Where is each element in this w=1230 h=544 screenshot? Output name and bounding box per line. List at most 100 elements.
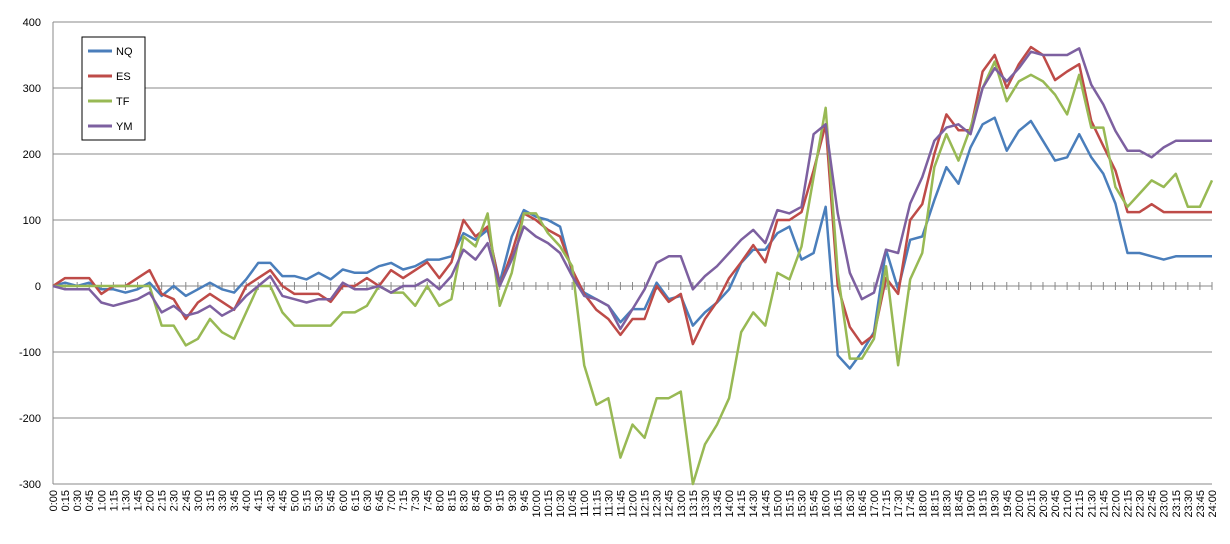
x-tick-label: 2:30	[169, 490, 181, 511]
x-tick-label: 0:00	[48, 490, 60, 511]
x-tick-label: 15:00	[772, 490, 784, 518]
x-tick-label: 2:00	[145, 490, 157, 511]
x-tick-label: 8:00	[434, 490, 446, 511]
x-tick-label: 5:15	[302, 490, 314, 511]
x-tick-label: 5:30	[314, 490, 326, 511]
x-tick-label: 8:30	[458, 490, 470, 511]
x-tick-label: 0:15	[60, 490, 72, 511]
x-tick-label: 17:00	[869, 490, 881, 518]
x-tick-label: 13:00	[676, 490, 688, 518]
x-tick-label: 7:00	[386, 490, 398, 511]
x-tick-label: 23:00	[1159, 490, 1171, 518]
legend-label: TF	[116, 96, 130, 108]
series-line	[53, 60, 1214, 486]
x-tick-label: 19:45	[1002, 490, 1014, 518]
legend-label: YM	[116, 121, 133, 133]
x-tick-label: 12:30	[652, 490, 664, 518]
x-tick-label: 3:00	[193, 490, 205, 511]
x-tick-label: 8:15	[446, 490, 458, 511]
x-tick-label: 11:00	[579, 490, 591, 517]
y-tick-label: -200	[19, 413, 41, 425]
x-tick-label: 22:00	[1110, 490, 1122, 518]
x-tick-label: 16:30	[845, 490, 857, 518]
x-tick-label: 20:30	[1038, 490, 1050, 518]
x-tick-label: 1:45	[133, 490, 145, 511]
x-tick-label: 23:45	[1195, 490, 1207, 518]
x-tick-label: 20:15	[1026, 490, 1038, 518]
x-tick-label: 1:15	[108, 490, 120, 511]
x-tick-label: 3:45	[229, 490, 241, 511]
x-tick-label: 19:30	[990, 490, 1002, 518]
x-tick-label: 7:15	[398, 490, 410, 511]
x-tick-label: 14:00	[724, 490, 736, 518]
y-tick-label: 300	[23, 83, 41, 95]
x-tick-label: 10:45	[567, 490, 579, 518]
x-tick-label: 10:00	[531, 490, 543, 518]
x-tick-label: 1:30	[120, 490, 132, 511]
x-tick-label: 21:15	[1074, 490, 1086, 518]
x-tick-label: 13:30	[700, 490, 712, 518]
x-tick-label: 6:45	[374, 490, 386, 511]
series-line	[52, 47, 1212, 331]
x-tick-label: 20:45	[1050, 490, 1062, 518]
y-tick-label: 100	[23, 215, 41, 227]
x-tick-label: 14:30	[748, 490, 760, 518]
y-tick-label: 400	[23, 17, 41, 29]
legend-label: NQ	[116, 46, 133, 58]
x-tick-label: 4:45	[277, 490, 289, 511]
x-tick-label: 6:15	[350, 490, 362, 511]
x-tick-label: 13:15	[688, 490, 700, 518]
x-tick-label: 23:15	[1171, 490, 1183, 518]
y-tick-label: -100	[19, 347, 41, 359]
x-tick-label: 12:00	[628, 490, 640, 518]
x-tick-label: 17:15	[881, 490, 893, 518]
y-tick-label: 0	[35, 281, 41, 293]
x-tick-label: 13:45	[712, 490, 724, 518]
x-tick-label: 11:30	[603, 490, 615, 517]
legend-label: ES	[116, 71, 131, 83]
x-tick-label: 3:15	[205, 490, 217, 511]
x-tick-label: 14:15	[736, 490, 748, 518]
x-tick-label: 20:00	[1014, 490, 1026, 518]
x-tick-label: 0:30	[72, 490, 84, 511]
x-tick-label: 22:45	[1147, 490, 1159, 518]
x-tick-label: 16:45	[857, 490, 869, 518]
x-tick-label: 12:45	[664, 490, 676, 518]
x-tick-label: 9:00	[483, 490, 495, 511]
x-tick-label: 4:15	[253, 490, 265, 511]
y-tick-label: 200	[23, 149, 41, 161]
x-tick-label: 19:00	[966, 490, 978, 518]
x-tick-label: 18:15	[929, 490, 941, 518]
x-tick-label: 6:30	[362, 490, 374, 511]
x-tick-label: 11:45	[615, 490, 627, 517]
x-tick-label: 22:15	[1122, 490, 1134, 518]
x-tick-label: 18:30	[941, 490, 953, 518]
x-tick-label: 0:45	[84, 490, 96, 511]
x-tick-label: 4:30	[265, 490, 277, 511]
x-tick-label: 16:00	[821, 490, 833, 518]
x-tick-label: 21:00	[1062, 490, 1074, 518]
x-tick-label: 15:15	[784, 490, 796, 518]
x-tick-label: 3:30	[217, 490, 229, 511]
x-tick-label: 23:30	[1183, 490, 1195, 518]
x-tick-label: 4:00	[241, 490, 253, 511]
x-tick-label: 6:00	[338, 490, 350, 511]
x-tick-label: 2:15	[157, 490, 169, 511]
x-tick-label: 7:45	[422, 490, 434, 511]
x-tick-label: 21:30	[1086, 490, 1098, 518]
x-tick-label: 14:45	[760, 490, 772, 518]
x-tick-label: 5:45	[326, 490, 338, 511]
x-tick-label: 22:30	[1135, 490, 1147, 518]
x-tick-label: 11:15	[591, 490, 603, 517]
x-tick-label: 9:15	[495, 490, 507, 511]
x-tick-label: 1:00	[96, 490, 108, 511]
x-tick-label: 17:45	[905, 490, 917, 518]
x-tick-label: 8:45	[471, 490, 483, 511]
x-tick-label: 10:15	[543, 490, 555, 518]
x-tick-label: 5:00	[289, 490, 301, 511]
x-tick-label: 15:45	[809, 490, 821, 518]
x-tick-label: 9:30	[507, 490, 519, 511]
y-tick-label: -300	[19, 479, 41, 491]
x-tick-label: 16:15	[833, 490, 845, 518]
x-tick-label: 7:30	[410, 490, 422, 511]
